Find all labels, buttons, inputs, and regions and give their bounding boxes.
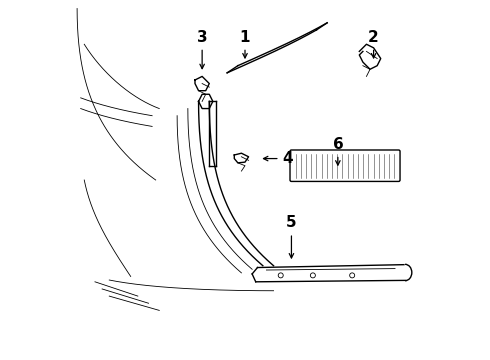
- Text: 3: 3: [197, 30, 207, 69]
- Text: 6: 6: [333, 137, 343, 165]
- Text: 2: 2: [368, 30, 379, 58]
- Text: 4: 4: [264, 151, 293, 166]
- Text: 1: 1: [240, 30, 250, 58]
- Text: 5: 5: [286, 215, 297, 258]
- FancyBboxPatch shape: [290, 150, 400, 181]
